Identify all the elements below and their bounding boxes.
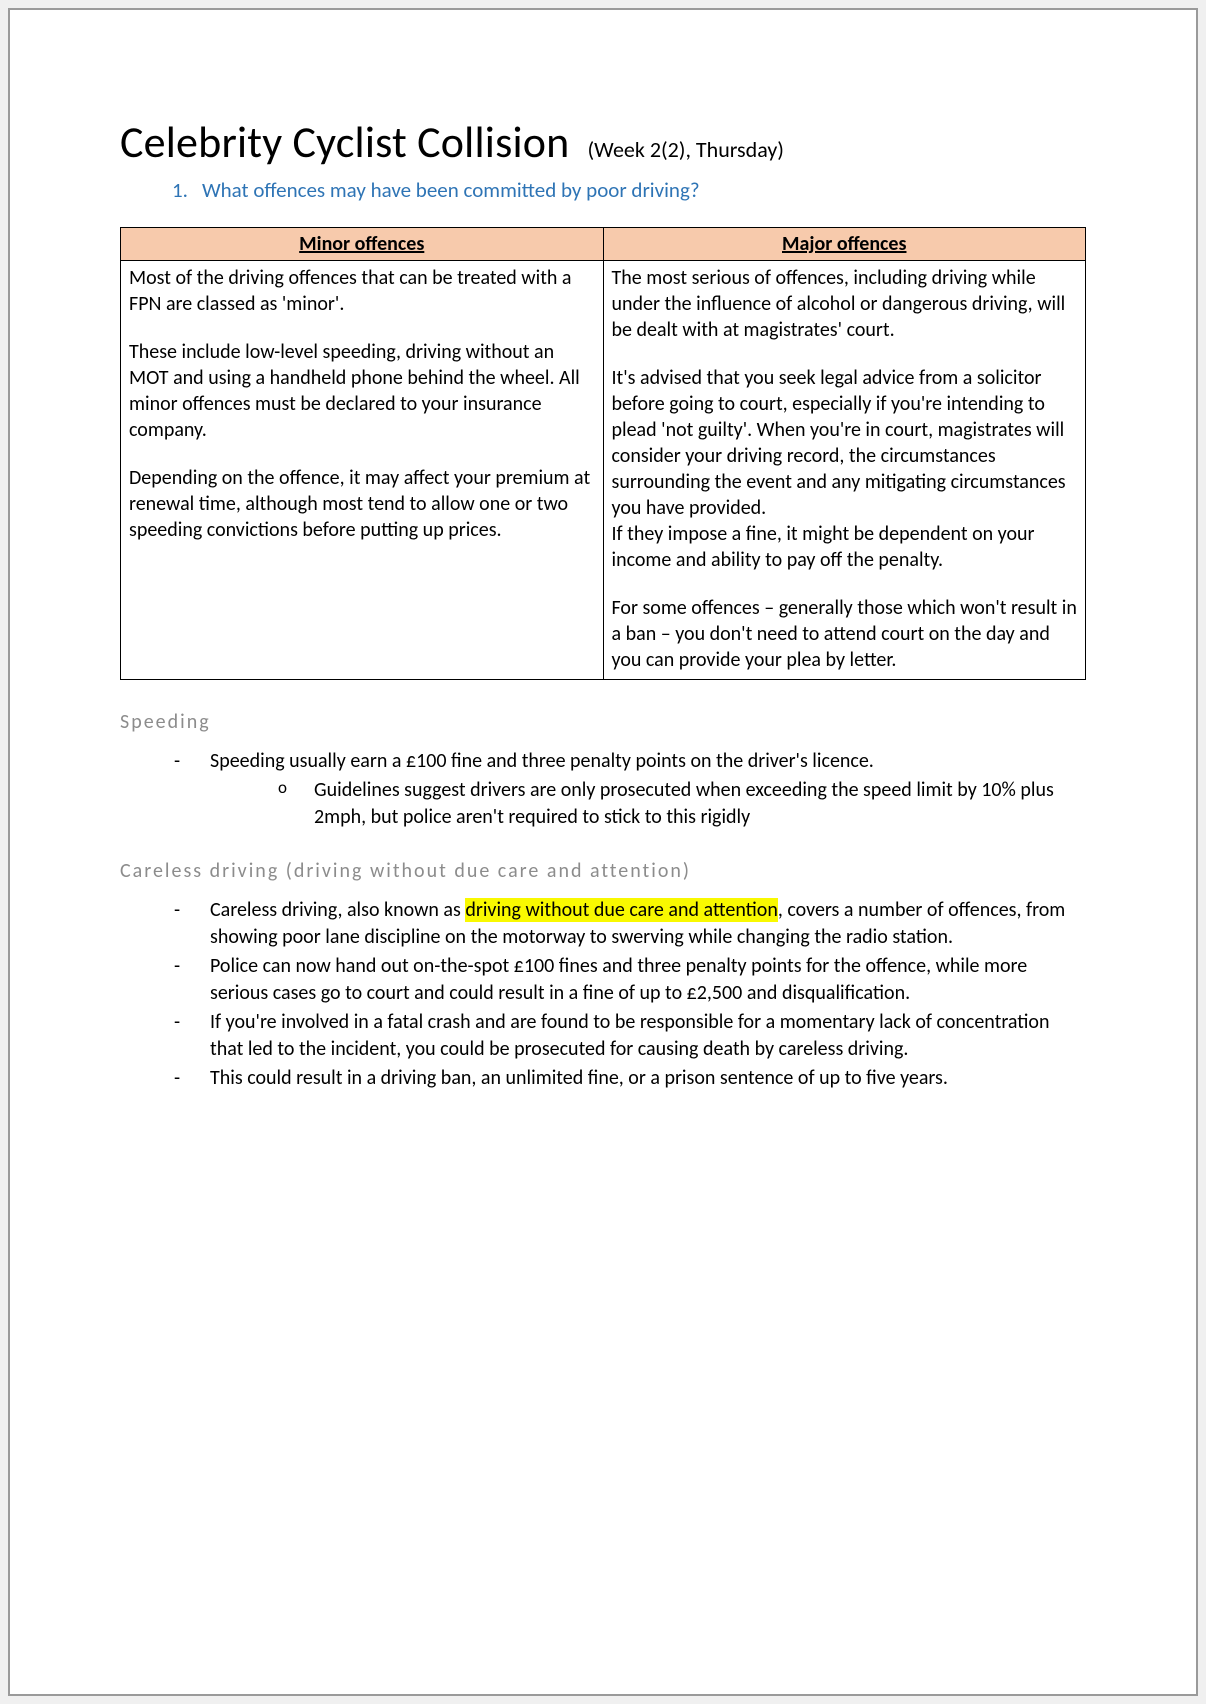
list-item: Police can now hand out on-the-spot £100… [174, 953, 1086, 1007]
minor-p1: Most of the driving offences that can be… [129, 265, 595, 317]
list-item: Guidelines suggest drivers are only pros… [278, 777, 1086, 831]
major-p2b: If they impose a fine, it might be depen… [612, 522, 1035, 572]
list-item: Speeding usually earn a £100 fine and th… [174, 748, 1086, 831]
offences-table: Minor offences Major offences Most of th… [120, 227, 1086, 680]
table-header-major: Major offences [603, 228, 1086, 261]
table-header-minor: Minor offences [121, 228, 604, 261]
speeding-list: Speeding usually earn a £100 fine and th… [120, 748, 1086, 831]
table-cell-minor: Most of the driving offences that can be… [121, 261, 604, 680]
careless-b1-pre: Careless driving, also known as [210, 898, 465, 922]
list-item: This could result in a driving ban, an u… [174, 1065, 1086, 1092]
major-p1: The most serious of offences, including … [612, 265, 1078, 343]
speeding-b1: Speeding usually earn a £100 fine and th… [210, 749, 874, 773]
major-p2-wrap: It's advised that you seek legal advice … [612, 365, 1078, 573]
major-p2: It's advised that you seek legal advice … [612, 366, 1066, 520]
careless-heading: Careless driving (driving without due ca… [120, 859, 1086, 883]
speeding-heading: Speeding [120, 710, 1086, 734]
question-text: What offences may have been committed by… [202, 177, 700, 203]
minor-p2: These include low-level speeding, drivin… [129, 339, 595, 443]
minor-p3: Depending on the offence, it may affect … [129, 465, 595, 543]
list-item: Careless driving, also known as driving … [174, 897, 1086, 951]
careless-b1-highlight: driving without due care and attention [465, 898, 778, 922]
document-page: Celebrity Cyclist Collision (Week 2(2), … [8, 8, 1198, 1696]
careless-list: Careless driving, also known as driving … [120, 897, 1086, 1092]
major-p3: For some offences – generally those whic… [612, 595, 1078, 673]
question-number: 1. [172, 177, 188, 203]
page-subtitle: (Week 2(2), Thursday) [588, 136, 784, 163]
table-cell-major: The most serious of offences, including … [603, 261, 1086, 680]
list-item: If you're involved in a fatal crash and … [174, 1009, 1086, 1063]
question-line: 1. What offences may have been committed… [172, 177, 1086, 203]
title-row: Celebrity Cyclist Collision (Week 2(2), … [120, 115, 1086, 169]
page-title: Celebrity Cyclist Collision [120, 115, 570, 169]
speeding-sublist: Guidelines suggest drivers are only pros… [210, 777, 1086, 831]
